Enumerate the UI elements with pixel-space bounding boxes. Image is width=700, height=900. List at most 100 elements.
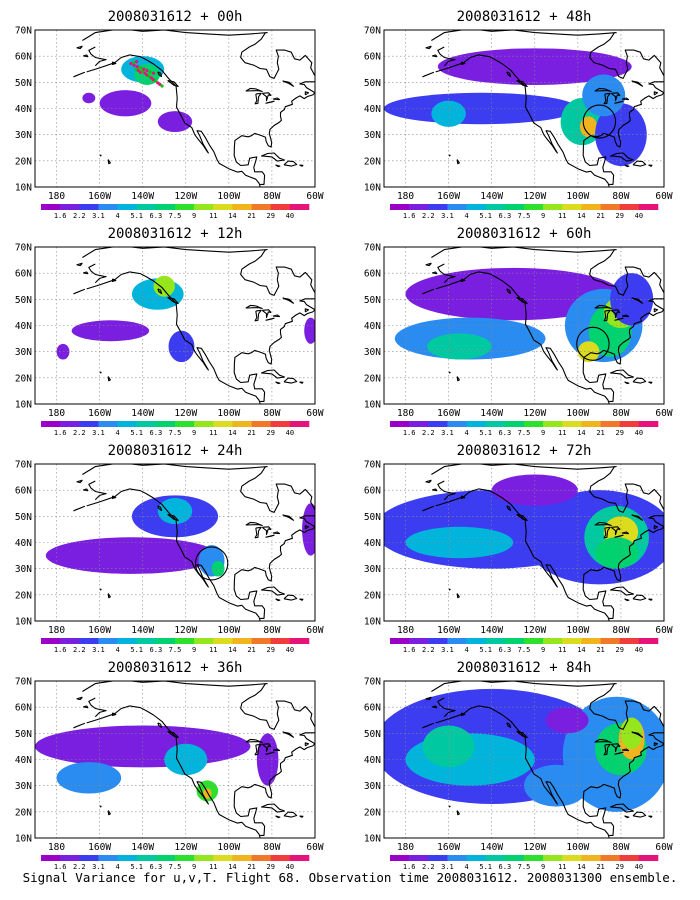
- panel-title: 2008031612 + 24h: [108, 443, 243, 459]
- colorbar-label: 5.1: [130, 863, 143, 871]
- latitude-label: 30N: [364, 781, 381, 792]
- colorbar-swatch: [428, 855, 448, 861]
- colorbar-label: 2.2: [73, 646, 86, 654]
- colorbar-swatch: [600, 638, 621, 644]
- colorbar-swatch: [270, 855, 291, 861]
- colorbar: 1.6 2.2 3.1 4 5.1 6.3 7.5 9 11 14 21 29 40: [390, 204, 659, 220]
- colorbar-label: 14: [228, 212, 236, 220]
- colorbar-label: 9: [192, 646, 196, 654]
- latitude-label: 50N: [15, 295, 32, 306]
- latitude-label: 20N: [15, 156, 32, 167]
- observation-marker: [138, 66, 143, 70]
- colorbar-swatch: [485, 638, 506, 644]
- colorbar-label: 2.2: [422, 646, 435, 654]
- longitude-label: 60W: [306, 842, 323, 853]
- colorbar-swatch: [581, 638, 601, 644]
- colorbar-swatch: [600, 855, 621, 861]
- longitude-label: 100W: [217, 842, 240, 853]
- colorbar-label: 40: [635, 863, 643, 871]
- colorbar-label: 7.5: [169, 212, 182, 220]
- colorbar-swatch: [41, 204, 61, 210]
- map-frame: [383, 29, 665, 188]
- colorbar-label: 11: [558, 429, 566, 437]
- latitude-label: 10N: [364, 617, 381, 628]
- colorbar-swatch: [562, 421, 582, 427]
- variance-contour: [45, 537, 219, 574]
- observation-marker: [132, 60, 136, 65]
- colorbar-label: 7.5: [518, 863, 531, 871]
- colorbar-swatch: [213, 638, 233, 644]
- longitude-label: 100W: [566, 191, 589, 202]
- colorbar-swatch: [447, 638, 467, 644]
- colorbar-swatch: [175, 421, 195, 427]
- colorbar-swatch: [289, 855, 310, 861]
- colorbar-label: 4: [464, 863, 468, 871]
- colorbar-swatch: [41, 421, 61, 427]
- longitude-label: 80W: [263, 408, 280, 419]
- colorbar-label: 2.2: [422, 863, 435, 871]
- colorbar-swatch: [289, 421, 310, 427]
- colorbar-swatch: [504, 855, 525, 861]
- colorbar-label: 6.3: [150, 646, 163, 654]
- variance-contour: [595, 537, 639, 569]
- colorbar-swatch: [504, 421, 525, 427]
- colorbar-label: 21: [247, 863, 255, 871]
- observation-locations: [129, 60, 164, 88]
- latitude-label: 10N: [15, 834, 32, 845]
- colorbar-swatch: [409, 855, 429, 861]
- colorbar-label: 9: [192, 212, 196, 220]
- coastlines: [422, 247, 664, 404]
- variance-contour: [82, 92, 96, 104]
- longitude-label: 80W: [612, 625, 629, 636]
- colorbar-swatch: [79, 204, 99, 210]
- longitude-label: 140W: [480, 625, 503, 636]
- colorbar-label: 4: [115, 429, 119, 437]
- colorbar-swatch: [390, 855, 410, 861]
- colorbar-swatch: [581, 421, 601, 427]
- colorbar-swatch: [390, 638, 410, 644]
- colorbar-label: 4: [464, 646, 468, 654]
- colorbar-swatch: [270, 421, 291, 427]
- longitude-label: 60W: [306, 191, 323, 202]
- longitude-label: 180: [48, 408, 65, 419]
- colorbar-label: 9: [541, 212, 545, 220]
- panel-title: 2008031612 + 48h: [457, 9, 592, 25]
- latitude-label: 30N: [364, 564, 381, 575]
- colorbar-swatch: [251, 204, 272, 210]
- colorbar-swatch: [466, 204, 487, 210]
- colorbar-label: 29: [266, 646, 274, 654]
- colorbar-label: 3.1: [92, 212, 105, 220]
- colorbar-label: 40: [635, 646, 643, 654]
- colorbar-swatch: [447, 204, 467, 210]
- map-frame: [34, 29, 316, 188]
- colorbar-swatch: [251, 855, 272, 861]
- colorbar-swatch: [562, 638, 582, 644]
- colorbar-label: 9: [541, 429, 545, 437]
- latitude-label: 50N: [364, 295, 381, 306]
- longitude-label: 120W: [523, 842, 546, 853]
- latitude-label: 60N: [364, 486, 381, 497]
- colorbar-swatch: [232, 421, 252, 427]
- latitude-label: 70N: [15, 243, 32, 254]
- colorbar-swatch: [289, 638, 310, 644]
- variance-contour: [157, 498, 193, 525]
- longitude-label: 60W: [655, 625, 672, 636]
- coastlines: [73, 464, 315, 621]
- colorbar-label: 2.2: [73, 429, 86, 437]
- colorbar-label: 3.1: [441, 429, 454, 437]
- colorbar-label: 6.3: [499, 646, 512, 654]
- latitude-label: 10N: [364, 183, 381, 194]
- colorbar-label: 4: [464, 429, 468, 437]
- colorbar-swatch: [232, 855, 252, 861]
- figure-caption: Signal Variance for u,v,T. Flight 68. Ob…: [22, 870, 678, 885]
- longitude-label: 180: [397, 191, 414, 202]
- colorbar-swatch: [409, 421, 429, 427]
- colorbar-label: 6.3: [150, 212, 163, 220]
- latitude-label: 60N: [15, 703, 32, 714]
- colorbar-swatch: [524, 204, 544, 210]
- map-gridlines: [35, 30, 315, 187]
- colorbar-swatch: [504, 204, 525, 210]
- colorbar-swatch: [213, 855, 233, 861]
- colorbar-swatch: [619, 855, 640, 861]
- latitude-label: 50N: [364, 512, 381, 523]
